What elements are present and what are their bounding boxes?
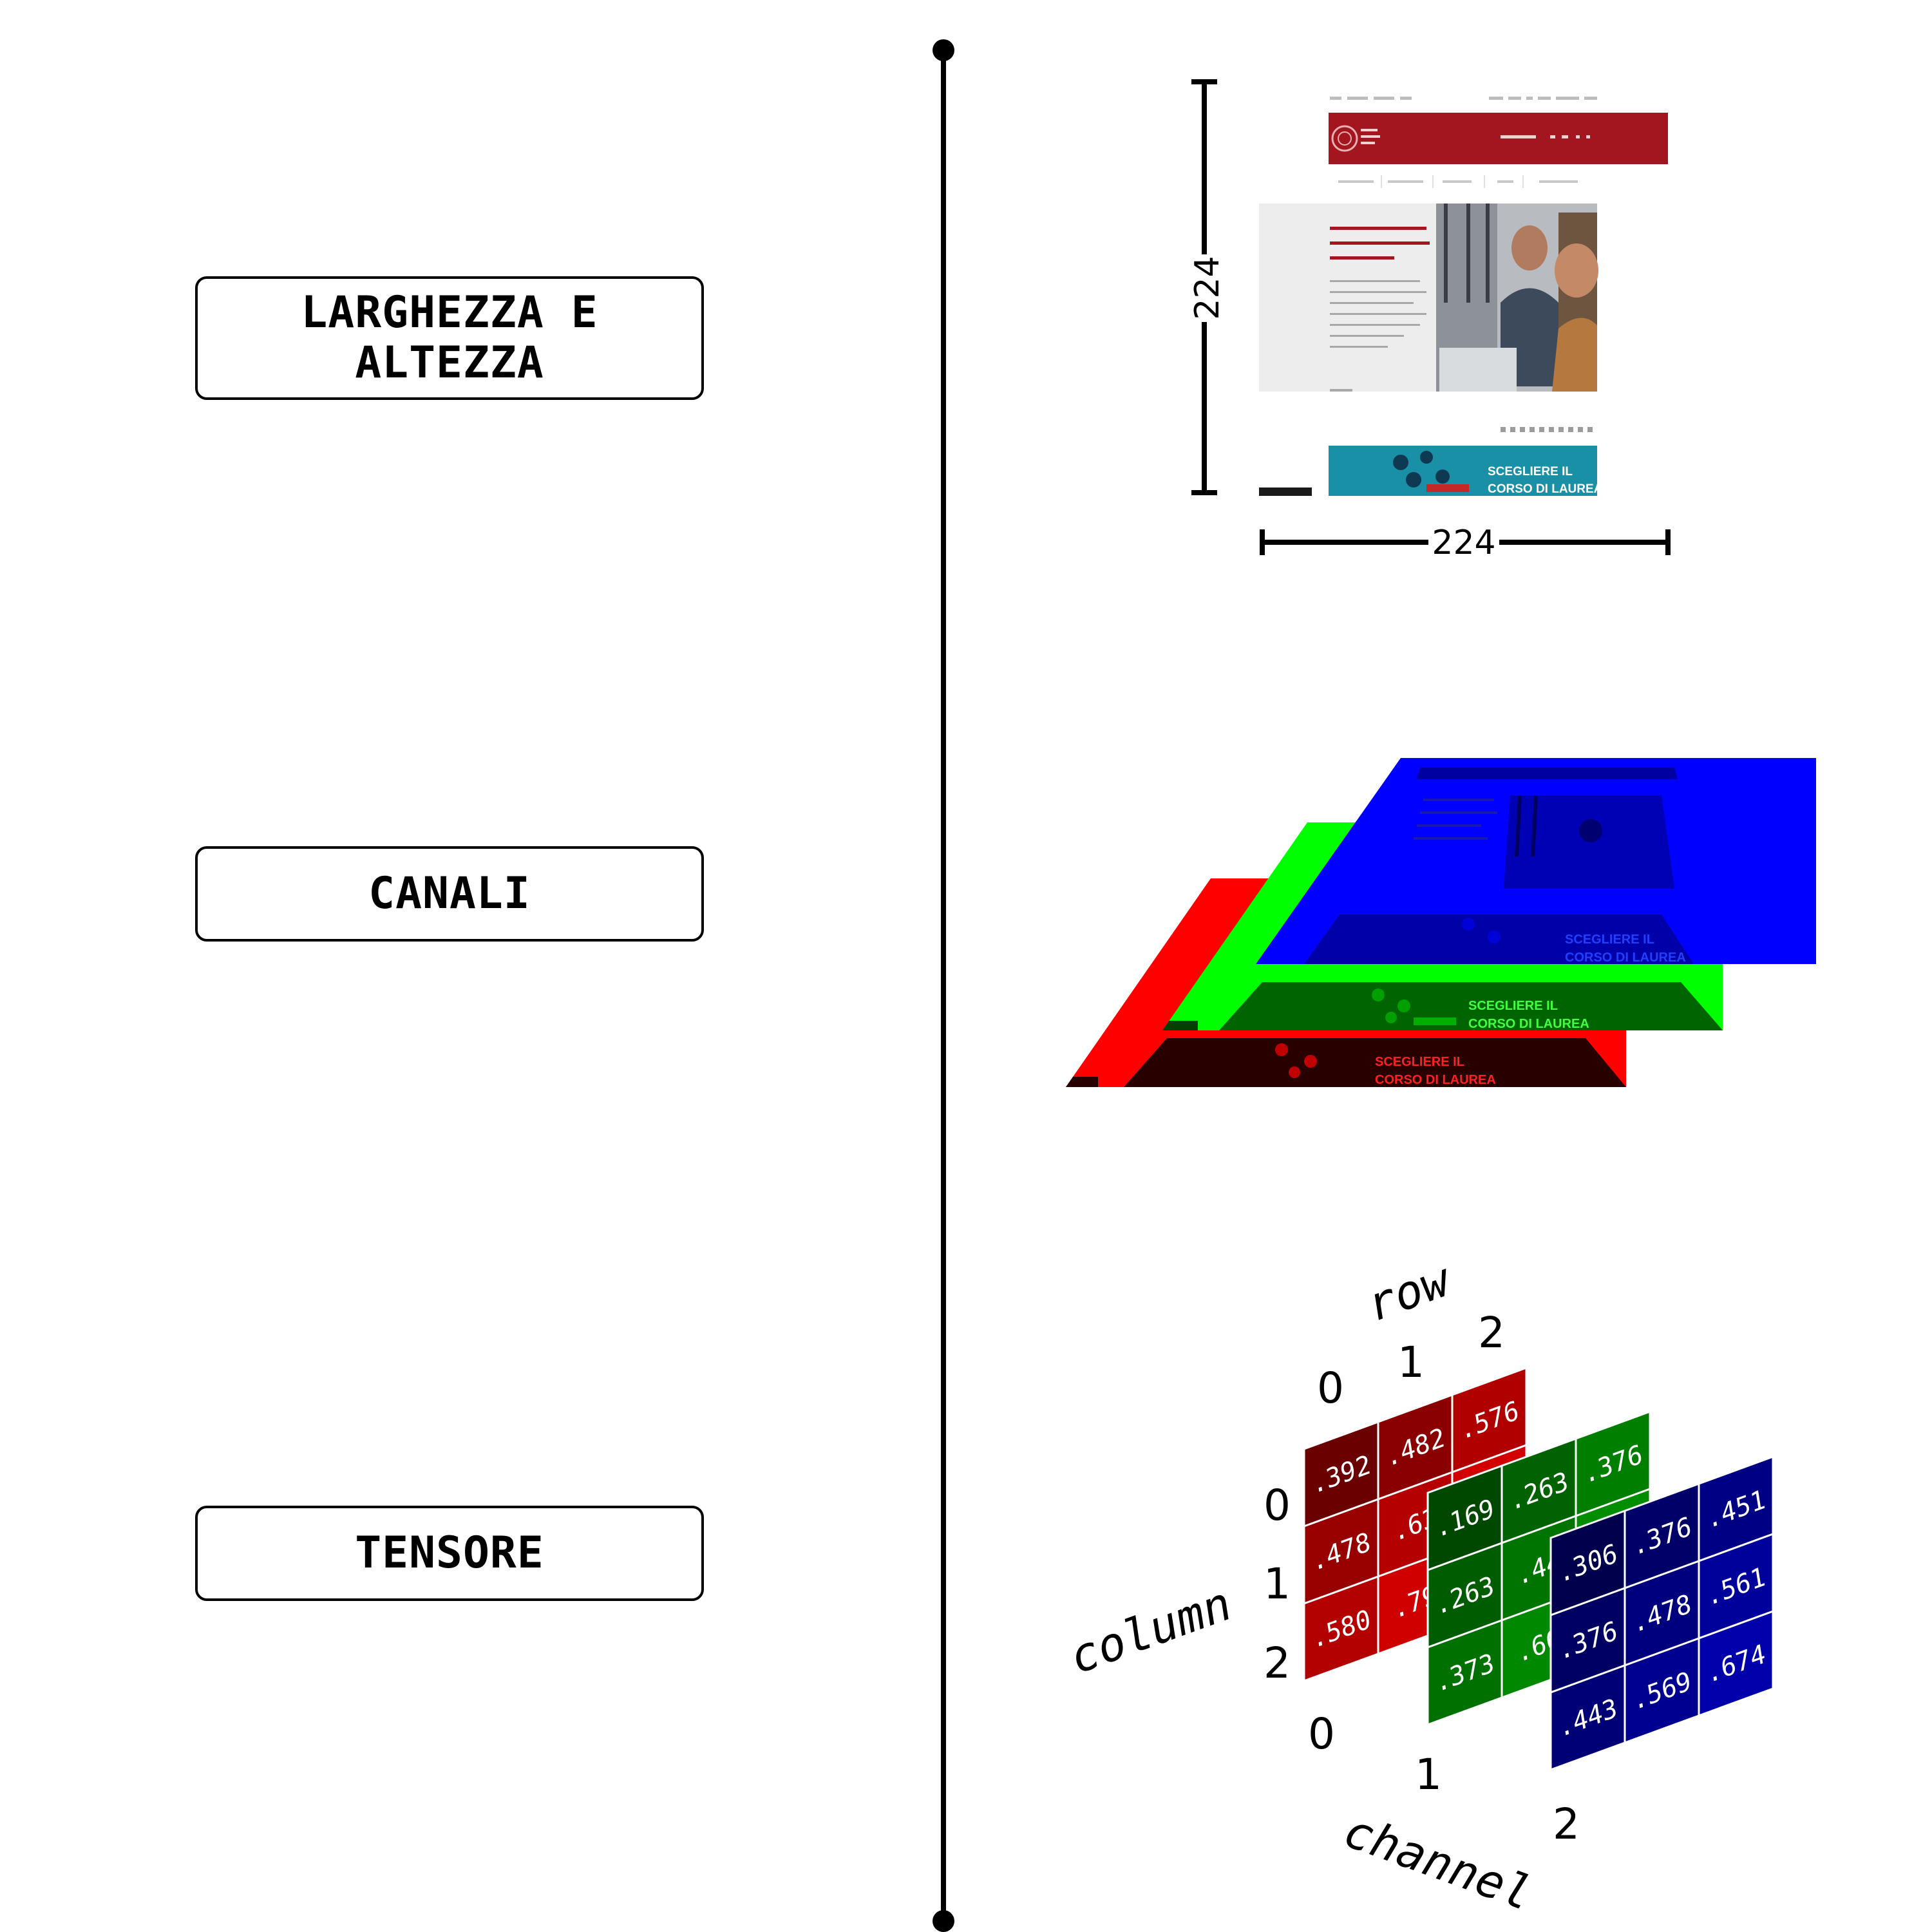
- timeline-end-dot: [933, 1910, 954, 1932]
- channel-index-label: 0: [1308, 1709, 1335, 1759]
- timeline-start-dot: [933, 39, 954, 61]
- width-dimension: 224: [1260, 523, 1671, 562]
- tensor-cell: [1698, 1609, 1774, 1718]
- column-index-label: 0: [1264, 1481, 1291, 1530]
- red-banner-text-1: SCEGLIERE IL: [1375, 1055, 1464, 1069]
- blue-channel-grid: .306.376.451.376.478.561.443.569.674: [1549, 1455, 1774, 1772]
- height-dimension: 224: [1185, 79, 1227, 495]
- tensor-diagram: .392.482.576.478.63.580.79.169.263.376.2…: [1063, 1252, 1774, 1921]
- row-index-label: 1: [1397, 1338, 1425, 1387]
- row-index-label: 0: [1317, 1363, 1344, 1413]
- channel-index-label: 1: [1415, 1750, 1442, 1799]
- banner-text-2: CORSO DI LAUREA: [1488, 482, 1603, 496]
- row-index-label: 2: [1478, 1308, 1505, 1358]
- width-label: 224: [1432, 524, 1495, 562]
- column-axis-label: column: [1063, 1577, 1238, 1685]
- step-label-width-height: LARGHEZZA E ALTEZZA: [195, 276, 704, 400]
- site-header-bar: [1329, 113, 1668, 164]
- channel-axis-label: channel: [1338, 1803, 1540, 1921]
- column-index-label: 1: [1264, 1559, 1291, 1609]
- column-index-label: 2: [1264, 1638, 1291, 1688]
- step-label-tensor: TENSORE: [195, 1506, 704, 1601]
- green-banner-text-2: CORSO DI LAUREA: [1468, 1017, 1589, 1031]
- channel-planes: SCEGLIERE IL CORSO DI LAUREA SCEGLIERE I…: [1066, 758, 1816, 1087]
- row-axis-label: row: [1359, 1252, 1459, 1332]
- height-label: 224: [1188, 256, 1227, 319]
- red-banner-text-2: CORSO DI LAUREA: [1375, 1073, 1496, 1087]
- banner-text-1: SCEGLIERE IL: [1488, 465, 1573, 478]
- green-banner-text-1: SCEGLIERE IL: [1468, 999, 1558, 1013]
- channel-index-label: 2: [1553, 1799, 1580, 1849]
- timeline: [933, 39, 954, 1932]
- blue-banner-text-2: CORSO DI LAUREA: [1565, 951, 1686, 965]
- webpage-thumbnail: SCEGLIERE IL CORSO DI LAUREA: [1259, 77, 1668, 496]
- blue-banner-text-1: SCEGLIERE IL: [1565, 933, 1654, 947]
- step-label-channels: CANALI: [195, 846, 704, 942]
- blue-channel-plane: SCEGLIERE IL CORSO DI LAUREA: [1256, 758, 1816, 965]
